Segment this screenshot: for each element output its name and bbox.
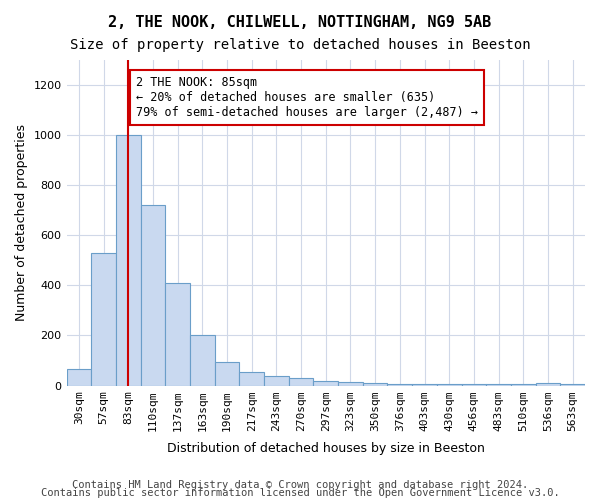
Text: 2, THE NOOK, CHILWELL, NOTTINGHAM, NG9 5AB: 2, THE NOOK, CHILWELL, NOTTINGHAM, NG9 5… (109, 15, 491, 30)
Bar (412, 384, 437, 386)
Bar (486, 384, 511, 386)
Bar (313, 380, 338, 386)
Bar (264, 376, 289, 386)
Bar (140, 205, 165, 386)
Bar (461, 384, 486, 386)
Bar (289, 378, 313, 386)
Bar (116, 135, 140, 386)
Bar (363, 383, 388, 386)
X-axis label: Distribution of detached houses by size in Beeston: Distribution of detached houses by size … (167, 442, 485, 455)
Bar (67, 370, 91, 386)
Bar (437, 384, 461, 386)
Text: Contains HM Land Registry data © Crown copyright and database right 2024.: Contains HM Land Registry data © Crown c… (72, 480, 528, 490)
Bar (215, 362, 239, 386)
Bar (536, 383, 560, 386)
Bar (239, 372, 264, 386)
Bar (388, 384, 412, 386)
Text: 2 THE NOOK: 85sqm
← 20% of detached houses are smaller (635)
79% of semi-detache: 2 THE NOOK: 85sqm ← 20% of detached hous… (136, 76, 478, 119)
Bar (190, 336, 215, 386)
Text: Contains public sector information licensed under the Open Government Licence v3: Contains public sector information licen… (41, 488, 559, 498)
Text: Size of property relative to detached houses in Beeston: Size of property relative to detached ho… (70, 38, 530, 52)
Bar (511, 384, 536, 386)
Bar (560, 384, 585, 386)
Y-axis label: Number of detached properties: Number of detached properties (15, 124, 28, 322)
Bar (338, 382, 363, 386)
Bar (165, 283, 190, 386)
Bar (91, 253, 116, 386)
